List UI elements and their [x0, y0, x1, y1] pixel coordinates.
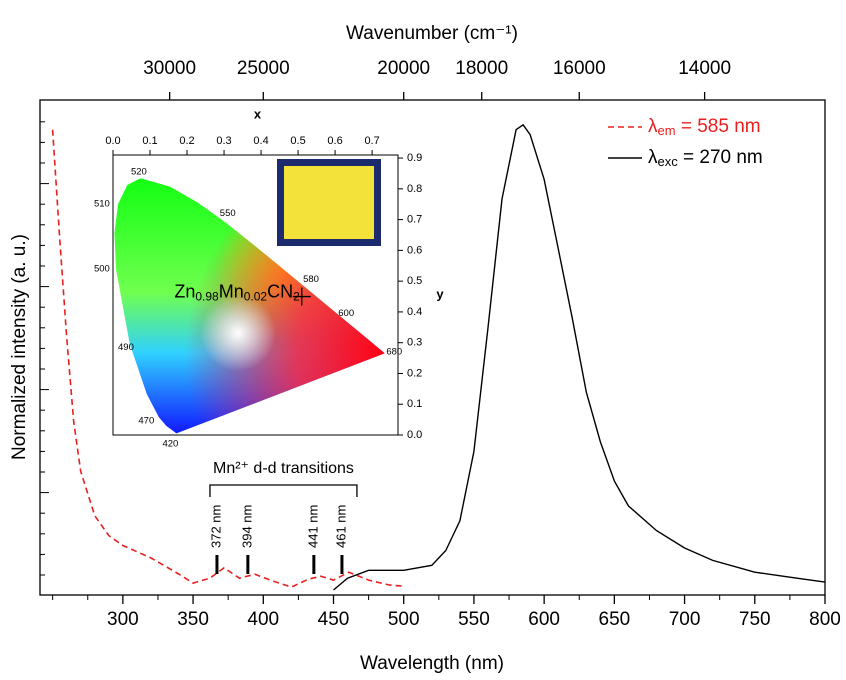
legend-label-part: em [658, 123, 676, 138]
legend-label-part: λ [648, 116, 658, 137]
inset-y-tick-label: 0.4 [407, 306, 422, 318]
inset-y-tick-label: 0.5 [407, 275, 422, 287]
point-label-part: 0.98 [195, 290, 219, 304]
x-tick-label: 350 [177, 609, 209, 630]
inset-y-tick-label: 0.1 [407, 398, 422, 410]
inset-y-label: y [436, 286, 444, 301]
point-label-part: CN [267, 281, 293, 301]
inset-x-tick-label: 0.2 [179, 135, 194, 147]
x-tick-label: 650 [599, 609, 631, 630]
x2-tick-label: 16000 [553, 58, 606, 79]
locus-label: 600 [338, 308, 354, 319]
point-label: Zn0.98Mn0.02CN2 [174, 281, 300, 303]
inset-x-tick-label: 0.4 [253, 135, 268, 147]
legend-label-part: = 270 nm [678, 147, 763, 168]
point-label-part: Zn [174, 281, 195, 301]
point-label-part: 2 [293, 290, 300, 304]
x-axis-label: Wavelength (nm) [360, 653, 504, 674]
x2-tick-label: 25000 [237, 58, 290, 79]
locus-label: 580 [303, 274, 319, 285]
x-tick-label: 450 [318, 609, 350, 630]
x2-tick-label: 20000 [377, 58, 430, 79]
locus-label: 510 [94, 199, 110, 210]
peak-label: 461 nm [333, 505, 348, 548]
peak-label: 372 nm [208, 505, 223, 548]
locus-label: 490 [118, 342, 134, 353]
x-tick-label: 800 [809, 609, 841, 630]
inset-y-tick-label: 0.6 [407, 244, 422, 256]
point-label-part: Mn [219, 281, 244, 301]
x-tick-label: 400 [247, 609, 279, 630]
peak-label: 441 nm [305, 505, 320, 548]
x2-axis-label: Wavenumber (cm⁻¹) [346, 23, 518, 44]
inset-x-tick-label: 0.3 [216, 135, 231, 147]
locus-label: 470 [138, 416, 154, 427]
inset-x-label: x [254, 106, 262, 121]
legend-label-part: exc [658, 154, 679, 169]
x-tick-label: 550 [458, 609, 490, 630]
inset-x-tick-label: 0.1 [142, 135, 157, 147]
locus-label: 680 [386, 346, 402, 357]
plot-frame [39, 99, 826, 596]
bracket [209, 484, 358, 497]
inset-y-tick-label: 0.2 [407, 367, 422, 379]
inset-y-tick-label: 0.3 [407, 337, 422, 349]
inset-y-tick-label: 0.0 [407, 429, 422, 441]
inset-frame [112, 154, 399, 436]
locus-label: 500 [94, 263, 110, 274]
x2-tick-label: 30000 [143, 58, 196, 79]
annotation-text: Mn²⁺ d-d transitions [213, 460, 354, 477]
peak-label: 394 nm [239, 505, 254, 548]
x2-tick-label: 14000 [678, 58, 731, 79]
x-tick-label: 750 [739, 609, 771, 630]
x2-tick-label: 18000 [455, 58, 508, 79]
point-label-part: 0.02 [244, 290, 268, 304]
line-series [333, 123, 826, 591]
inset-x-tick-label: 0.0 [105, 135, 120, 147]
x-tick-label: 300 [107, 609, 139, 630]
photo-sample [284, 166, 374, 239]
inset-y-tick-label: 0.8 [407, 183, 422, 195]
x-tick-label: 600 [528, 609, 560, 630]
y-axis-label: Normalized intensity (a. u.) [9, 234, 30, 460]
legend-label-part: = 585 nm [676, 116, 761, 137]
legend-label: λem = 585 nm [648, 116, 761, 138]
x-tick-label: 500 [388, 609, 420, 630]
locus-label: 520 [131, 166, 147, 177]
inset-y-tick-label: 0.9 [407, 152, 422, 164]
x-tick-label: 700 [669, 609, 701, 630]
locus-label: 420 [162, 439, 178, 450]
inset-x-tick-label: 0.5 [290, 135, 305, 147]
legend-label-part: λ [648, 147, 658, 168]
inset-x-tick-label: 0.7 [364, 135, 379, 147]
point-marker [292, 287, 311, 306]
inset-x-tick-label: 0.6 [327, 135, 342, 147]
legend-label: λexc = 270 nm [648, 147, 763, 169]
inset-y-tick-label: 0.7 [407, 214, 422, 226]
locus-label: 550 [220, 208, 236, 219]
line-series [51, 129, 404, 588]
